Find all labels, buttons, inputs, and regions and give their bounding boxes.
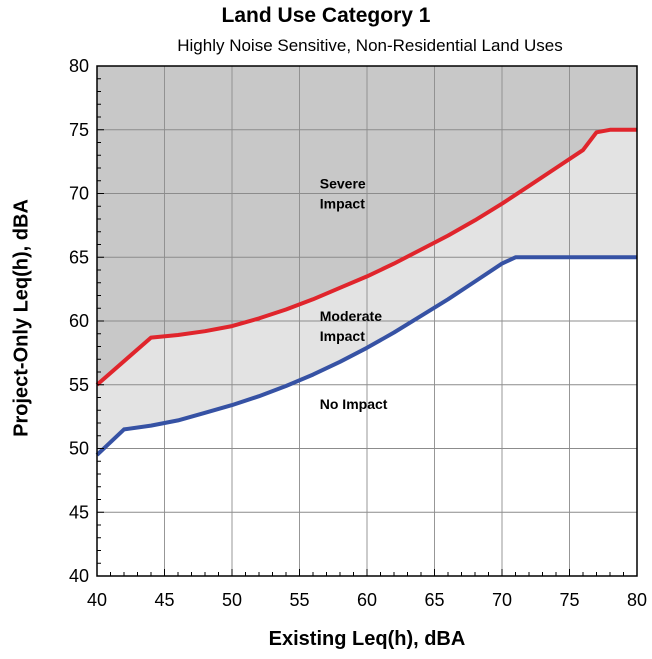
- chart-subtitle: Highly Noise Sensitive, Non-Residential …: [177, 36, 563, 55]
- y-tick-label: 50: [69, 439, 89, 459]
- labels-layer: Severe Impact Moderate Impact No Impact: [320, 175, 388, 412]
- y-tick-label: 45: [69, 502, 89, 522]
- axes-layer: 40 45 50 55 60 65 70 75 80 40 45 50 55 60 65 70 75 80: [69, 56, 647, 610]
- x-tick-label: 40: [87, 590, 107, 610]
- y-tick-label: 80: [69, 56, 89, 76]
- y-tick-label: 75: [69, 120, 89, 140]
- y-tick-label: 55: [69, 375, 89, 395]
- x-tick-label: 75: [559, 590, 579, 610]
- chart-title: Land Use Category 1: [221, 4, 431, 27]
- x-tick-label: 60: [357, 590, 377, 610]
- x-tick-label: 65: [424, 590, 444, 610]
- region-label-line: Impact: [320, 328, 365, 344]
- x-tick-label: 50: [222, 590, 242, 610]
- x-tick-label: 80: [627, 590, 647, 610]
- y-tick-label: 70: [69, 184, 89, 204]
- grid-layer: [97, 66, 637, 576]
- region-label-line: Moderate: [320, 308, 382, 324]
- x-tick-label: 45: [154, 590, 174, 610]
- region-label-line: Impact: [320, 195, 365, 211]
- x-tick-label: 55: [289, 590, 309, 610]
- region-label-line: Severe: [320, 175, 366, 191]
- y-tick-label: 60: [69, 311, 89, 331]
- region-label-severe-impact: Severe Impact: [320, 175, 366, 211]
- region-label-line: No Impact: [320, 396, 388, 412]
- y-tick-label: 65: [69, 247, 89, 267]
- y-tick-label: 40: [69, 566, 89, 586]
- no-impact-threshold-line: [95, 255, 637, 457]
- region-label-no-impact: No Impact: [320, 396, 388, 412]
- severe-impact-threshold-line: [95, 127, 637, 387]
- x-tick-label: 70: [492, 590, 512, 610]
- lines-layer: [95, 127, 637, 457]
- region-label-moderate-impact: Moderate Impact: [320, 308, 382, 344]
- x-axis-label: Existing Leq(h), dBA: [268, 628, 466, 650]
